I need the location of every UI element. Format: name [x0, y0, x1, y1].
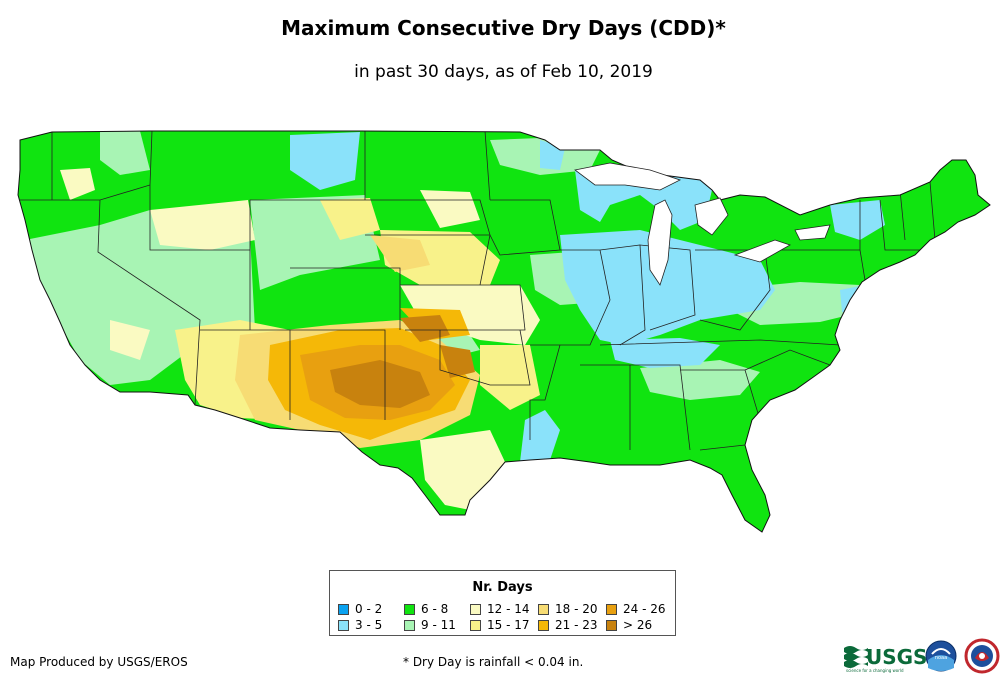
map-subtitle: in past 30 days, as of Feb 10, 2019 [354, 62, 653, 82]
legend-swatch [404, 604, 415, 615]
legend-title: Nr. Days [472, 580, 533, 595]
legend-item: 21 - 23 [538, 619, 598, 631]
legend-label: 12 - 14 [487, 602, 530, 616]
legend-swatch [538, 620, 549, 631]
noaa-logo: noaa [925, 640, 957, 672]
legend-item: > 26 [606, 619, 652, 631]
legend: Nr. Days 0 - 2 3 - 5 6 - 8 9 - 11 12 - 1… [329, 570, 676, 636]
legend-swatch [338, 620, 349, 631]
usgs-logo: USGS science for a changing world [844, 645, 927, 673]
legend-item: 0 - 2 [338, 603, 382, 615]
legend-swatch [606, 620, 617, 631]
legend-label: 3 - 5 [355, 618, 383, 632]
legend-item: 6 - 8 [404, 603, 448, 615]
lake-michigan [647, 199, 673, 286]
national-weather-service-seal-icon [964, 638, 1000, 674]
legend-label: 9 - 11 [421, 618, 456, 632]
legend-item: 18 - 20 [538, 603, 598, 615]
usgs-wordmark: USGS [866, 645, 927, 669]
legend-swatch [606, 604, 617, 615]
legend-item: 12 - 14 [470, 603, 530, 615]
legend-swatch [538, 604, 549, 615]
footnote-text: * Dry Day is rainfall < 0.04 in. [403, 655, 584, 669]
legend-swatch [404, 620, 415, 631]
legend-swatch [338, 604, 349, 615]
lake-superior [574, 162, 682, 191]
legend-label: 15 - 17 [487, 618, 530, 632]
lake-ontario [794, 224, 831, 241]
legend-label: 0 - 2 [355, 602, 383, 616]
credit-text: Map Produced by USGS/EROS [10, 655, 188, 669]
map-title: Maximum Consecutive Dry Days (CDD)* [281, 16, 726, 40]
legend-label: 6 - 8 [421, 602, 449, 616]
lake-huron [694, 197, 729, 236]
legend-label: 21 - 23 [555, 618, 598, 632]
agency-logos: USGS science for a changing world noaa [844, 638, 1000, 674]
legend-item: 15 - 17 [470, 619, 530, 631]
legend-label: > 26 [623, 618, 653, 632]
legend-item: 9 - 11 [404, 619, 456, 631]
usgs-tagline: science for a changing world [846, 668, 904, 673]
lake-erie [733, 239, 791, 263]
noaa-wordmark: noaa [935, 655, 947, 661]
legend-item: 3 - 5 [338, 619, 382, 631]
legend-label: 18 - 20 [555, 602, 598, 616]
legend-item: 24 - 26 [606, 603, 666, 615]
legend-swatch [470, 604, 481, 615]
legend-swatch [470, 620, 481, 631]
legend-label: 24 - 26 [623, 602, 666, 616]
